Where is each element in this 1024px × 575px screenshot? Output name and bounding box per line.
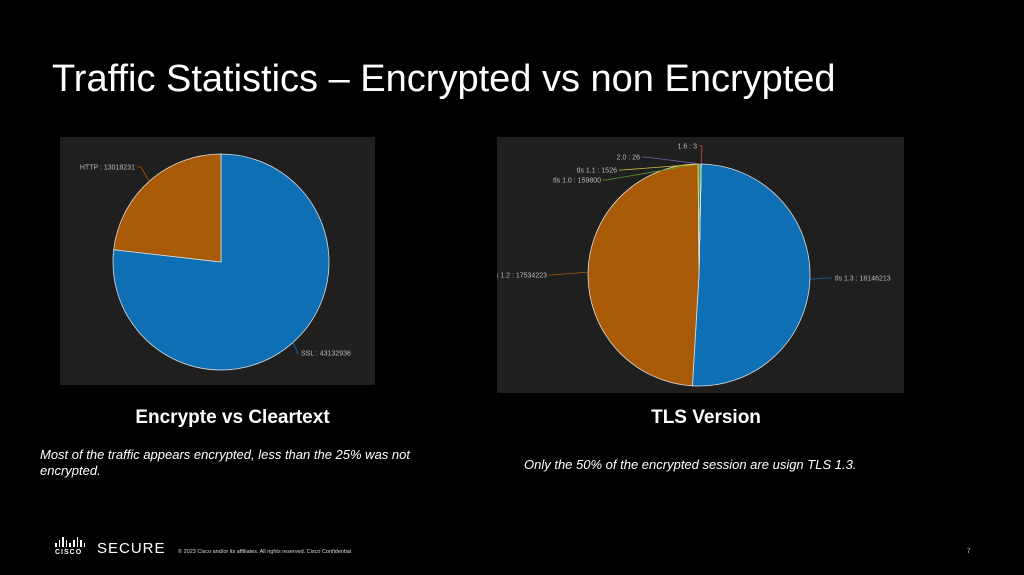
cisco-wordmark: CISCO	[55, 549, 83, 556]
chart-title-encrypted-vs-cleartext: Encrypte vs Cleartext	[135, 407, 330, 428]
secure-wordmark: SECURE	[97, 540, 166, 557]
caption-encrypted-vs-cleartext: Most of the traffic appears encrypted, l…	[40, 447, 410, 478]
pie-slice-5	[698, 164, 702, 276]
leader-line-3	[619, 163, 702, 171]
chart-encrypted-vs-cleartext: SSL : 43132936 HTTP : 13018231	[60, 137, 375, 385]
pie-slice-0	[691, 163, 811, 387]
cisco-bars-icon	[55, 537, 86, 547]
slide-title: Traffic Statistics – Encrypted vs non En…	[52, 58, 836, 100]
chart-tls-version: tls 1.3 : 18146213 tls 1.2 : 17534223 tls …	[497, 137, 904, 393]
slice-label-1: tls 1.2 : 17534223	[497, 273, 547, 280]
leader-line-5	[699, 145, 703, 165]
leader-line-1	[549, 271, 589, 276]
pie-slice-1	[113, 153, 222, 263]
slice-label-4: 2.0 : 26	[617, 155, 640, 162]
leader-line-1	[137, 166, 150, 182]
slice-label-3: tls 1.1 : 1526	[577, 168, 617, 175]
pie-slice-1	[587, 163, 700, 387]
cisco-secure-logo: CISCO SECURE	[55, 537, 165, 559]
pie-chart-encrypted-vs-cleartext: SSL : 43132936 HTTP : 13018231	[80, 153, 351, 371]
slice-label-5: 1.6 : 3	[678, 144, 698, 151]
page-number: 7	[967, 549, 971, 555]
leader-line-0	[292, 342, 299, 354]
caption-tls-version: Only the 50% of the encrypted session ar…	[524, 457, 857, 472]
slice-label-1: HTTP : 13018231	[80, 165, 135, 172]
pie-chart-tls-version: tls 1.3 : 18146213 tls 1.2 : 17534223 tls …	[497, 144, 891, 387]
slice-label-0: tls 1.3 : 18146213	[835, 276, 891, 283]
leader-line-0	[809, 277, 832, 280]
leader-line-2	[603, 163, 700, 181]
slice-label-2: tls 1.0 : 159800	[553, 178, 601, 185]
leader-line-4	[642, 156, 702, 165]
copyright-text: © 2023 Cisco and/or its affiliates. All …	[178, 549, 352, 555]
chart-title-tls-version: TLS Version	[651, 407, 761, 428]
slice-label-0: SSL : 43132936	[301, 351, 351, 358]
